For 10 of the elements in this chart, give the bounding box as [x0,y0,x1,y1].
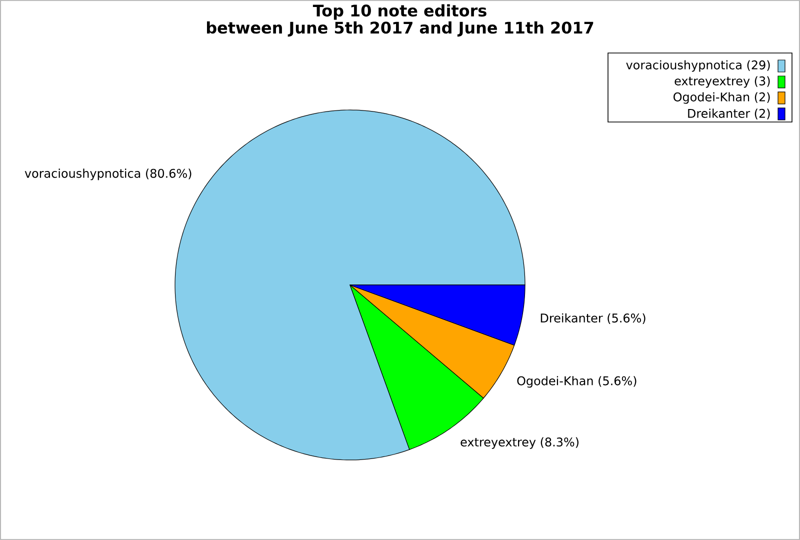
legend-label: Dreikanter (2) [688,108,770,120]
data-label: Dreikanter (5.6%) [540,313,646,324]
legend-label: extreyextrey (3) [674,76,770,88]
chart-title: Top 10 note editors [312,4,486,20]
legend-label: voracioushypnotica (29) [626,60,770,72]
data-label: Ogodei-Khan (5.6%) [517,376,636,388]
data-label: voracioushypnotica (80.6%) [24,168,192,180]
data-label: extreyextrey (8.3%) [460,437,578,449]
legend-label: Ogodei-Khan (2) [674,92,770,104]
chart-subtitle: between June 5th 2017 and June 11th 2017 [206,21,594,37]
